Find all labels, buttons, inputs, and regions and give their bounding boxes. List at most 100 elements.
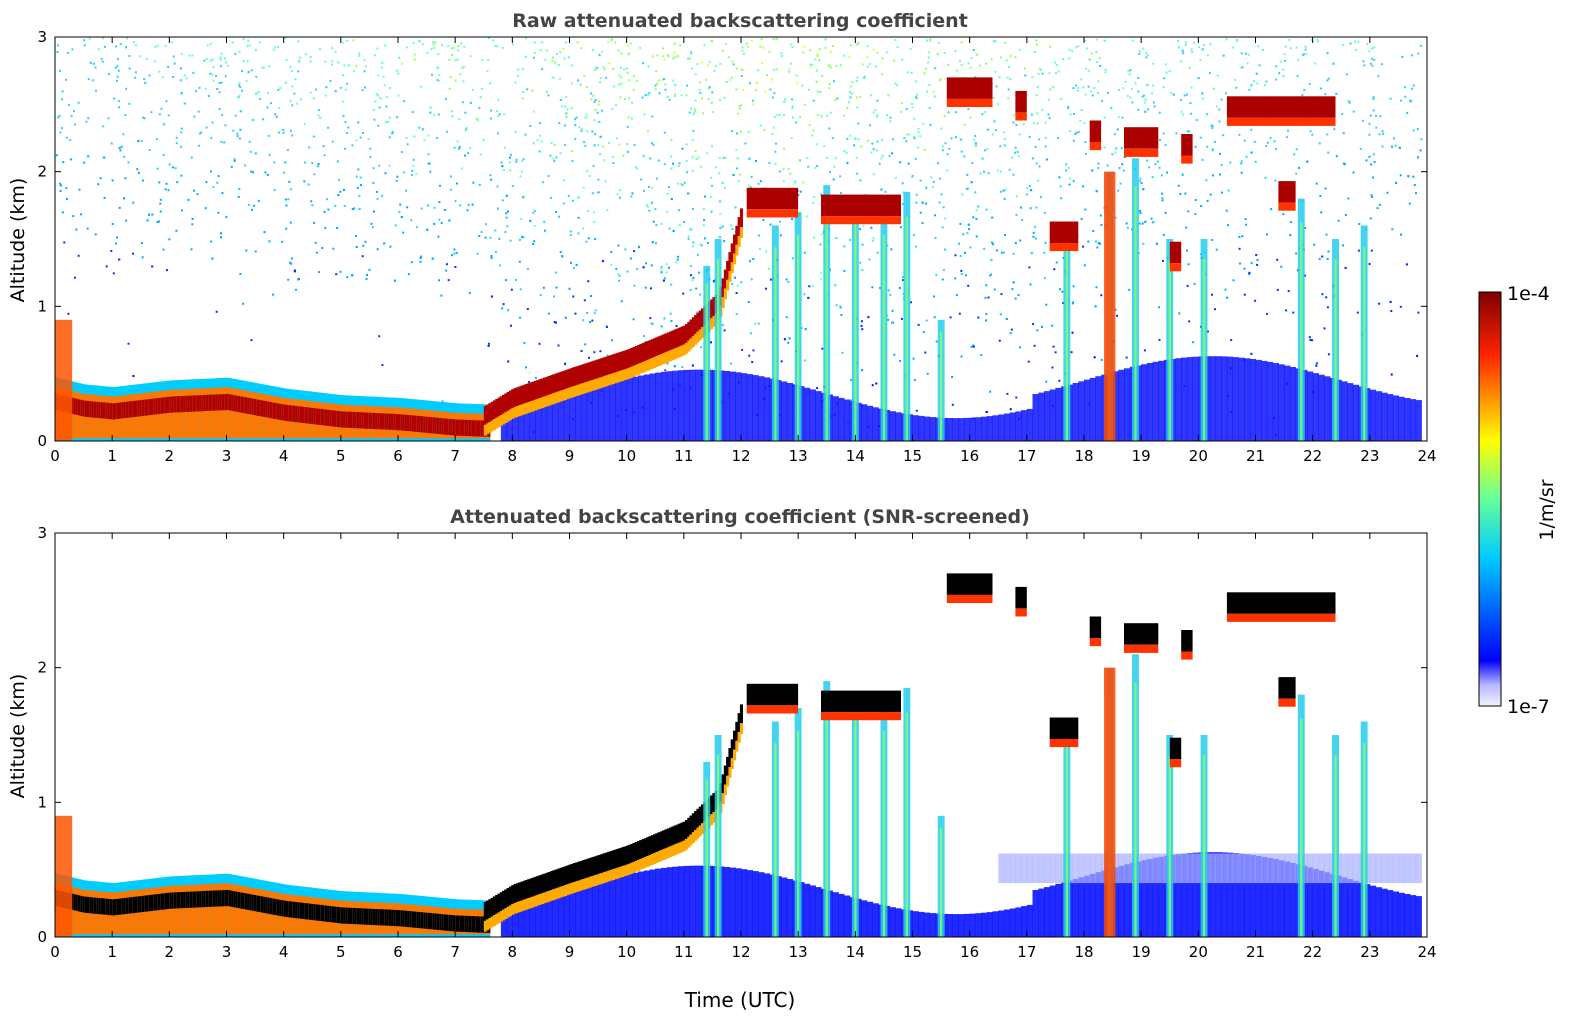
raw-heatmap-layer — [55, 37, 1422, 441]
x-tick-label: 22 — [1303, 943, 1322, 961]
x-tick-label: 10 — [617, 447, 636, 465]
cloud-1 — [821, 195, 901, 217]
y-tick-label: 3 — [37, 28, 47, 46]
boundary-layer — [55, 816, 490, 937]
x-tick-label: 7 — [450, 943, 460, 961]
cloud-8 — [1181, 134, 1192, 156]
colorbar-max-label: 1e-4 — [1507, 283, 1550, 305]
y-tick-label: 2 — [37, 659, 47, 677]
x-tick-label: 21 — [1246, 447, 1265, 465]
x-tick-label: 20 — [1189, 447, 1208, 465]
x-tick-label: 15 — [903, 447, 922, 465]
x-tick-label: 11 — [674, 943, 693, 961]
screened-panel-title: Attenuated backscattering coefficient (S… — [450, 506, 1030, 528]
x-tick-label: 1 — [107, 447, 117, 465]
cloud-6 — [1124, 623, 1158, 645]
cloud-0 — [747, 684, 798, 706]
x-tick-label: 2 — [165, 447, 175, 465]
x-tick-label: 19 — [1132, 447, 1151, 465]
cloud-3 — [1015, 587, 1026, 609]
cloud-3 — [1015, 91, 1026, 113]
cloud-9 — [1227, 96, 1336, 118]
cloud-0 — [747, 188, 798, 210]
x-tick-label: 16 — [960, 943, 979, 961]
raw-panel: Raw attenuated backscattering coefficien… — [7, 10, 1437, 465]
cloud-10 — [1278, 181, 1295, 203]
x-tick-label: 19 — [1132, 943, 1151, 961]
x-tick-label: 2 — [165, 943, 175, 961]
x-tick-label: 14 — [846, 447, 865, 465]
cloud-4 — [1050, 222, 1079, 244]
y-tick-label: 0 — [37, 928, 47, 946]
x-tick-label: 3 — [222, 943, 232, 961]
cloud-7 — [1170, 242, 1181, 264]
cloud-2 — [947, 573, 993, 595]
x-tick-label: 11 — [674, 447, 693, 465]
screened-heatmap-layer — [55, 573, 1422, 937]
cloud-9 — [1227, 592, 1336, 614]
colorbar: 1e-4 1e-7 1/m/sr — [1479, 283, 1558, 718]
x-tick-label: 23 — [1360, 447, 1379, 465]
x-tick-label: 15 — [903, 943, 922, 961]
y-tick-label: 3 — [37, 524, 47, 542]
x-tick-label: 9 — [565, 447, 575, 465]
x-tick-label: 18 — [1074, 447, 1093, 465]
screened-haze — [998, 854, 1422, 884]
x-tick-label: 12 — [731, 447, 750, 465]
x-tick-label: 3 — [222, 447, 232, 465]
y-tick-label: 1 — [37, 297, 47, 315]
x-tick-label: 5 — [336, 943, 346, 961]
cloud-7 — [1170, 738, 1181, 760]
x-tick-label: 13 — [789, 447, 808, 465]
cloud-5 — [1090, 121, 1101, 143]
early-plume — [55, 320, 72, 441]
x-tick-label: 14 — [846, 943, 865, 961]
cloud-8 — [1181, 630, 1192, 652]
x-tick-label: 17 — [1017, 447, 1036, 465]
x-axis-label: Time (UTC) — [684, 988, 796, 1012]
x-tick-label: 12 — [731, 943, 750, 961]
x-tick-label: 22 — [1303, 447, 1322, 465]
x-tick-label: 23 — [1360, 943, 1379, 961]
cloud-2 — [947, 77, 993, 99]
screened-panel: Attenuated backscattering coefficient (S… — [7, 506, 1437, 1012]
x-tick-label: 9 — [565, 943, 575, 961]
raw-panel-title: Raw attenuated backscattering coefficien… — [512, 10, 968, 32]
x-tick-label: 4 — [279, 447, 289, 465]
cloud-segments — [747, 573, 1336, 767]
strong-plume — [1104, 172, 1115, 441]
x-tick-label: 4 — [279, 943, 289, 961]
early-plume — [55, 816, 72, 937]
cloud-6 — [1124, 127, 1158, 149]
cloud-segments — [747, 77, 1336, 271]
raw-panel-ylabel: Altitude (km) — [7, 178, 29, 303]
x-tick-label: 10 — [617, 943, 636, 961]
strong-plume — [1104, 668, 1115, 937]
colorbar-unit-label: 1/m/sr — [1536, 479, 1558, 540]
x-tick-label: 6 — [393, 943, 403, 961]
colorbar-min-label: 1e-7 — [1507, 696, 1550, 718]
x-tick-label: 21 — [1246, 943, 1265, 961]
x-tick-label: 1 — [107, 943, 117, 961]
screened-panel-ylabel: Altitude (km) — [7, 674, 29, 799]
cloud-10 — [1278, 677, 1295, 699]
cloud-5 — [1090, 617, 1101, 639]
x-tick-label: 8 — [508, 447, 518, 465]
cloud-4 — [1050, 718, 1079, 740]
x-tick-label: 7 — [450, 447, 460, 465]
x-tick-label: 0 — [50, 943, 60, 961]
colorbar-gradient — [1479, 292, 1501, 706]
x-tick-label: 0 — [50, 447, 60, 465]
x-tick-label: 20 — [1189, 943, 1208, 961]
y-tick-label: 2 — [37, 163, 47, 181]
x-tick-label: 16 — [960, 447, 979, 465]
x-tick-label: 6 — [393, 447, 403, 465]
x-tick-label: 18 — [1074, 943, 1093, 961]
y-tick-label: 0 — [37, 432, 47, 450]
x-tick-label: 24 — [1417, 943, 1436, 961]
x-tick-label: 8 — [508, 943, 518, 961]
x-tick-label: 24 — [1417, 447, 1436, 465]
y-tick-label: 1 — [37, 793, 47, 811]
